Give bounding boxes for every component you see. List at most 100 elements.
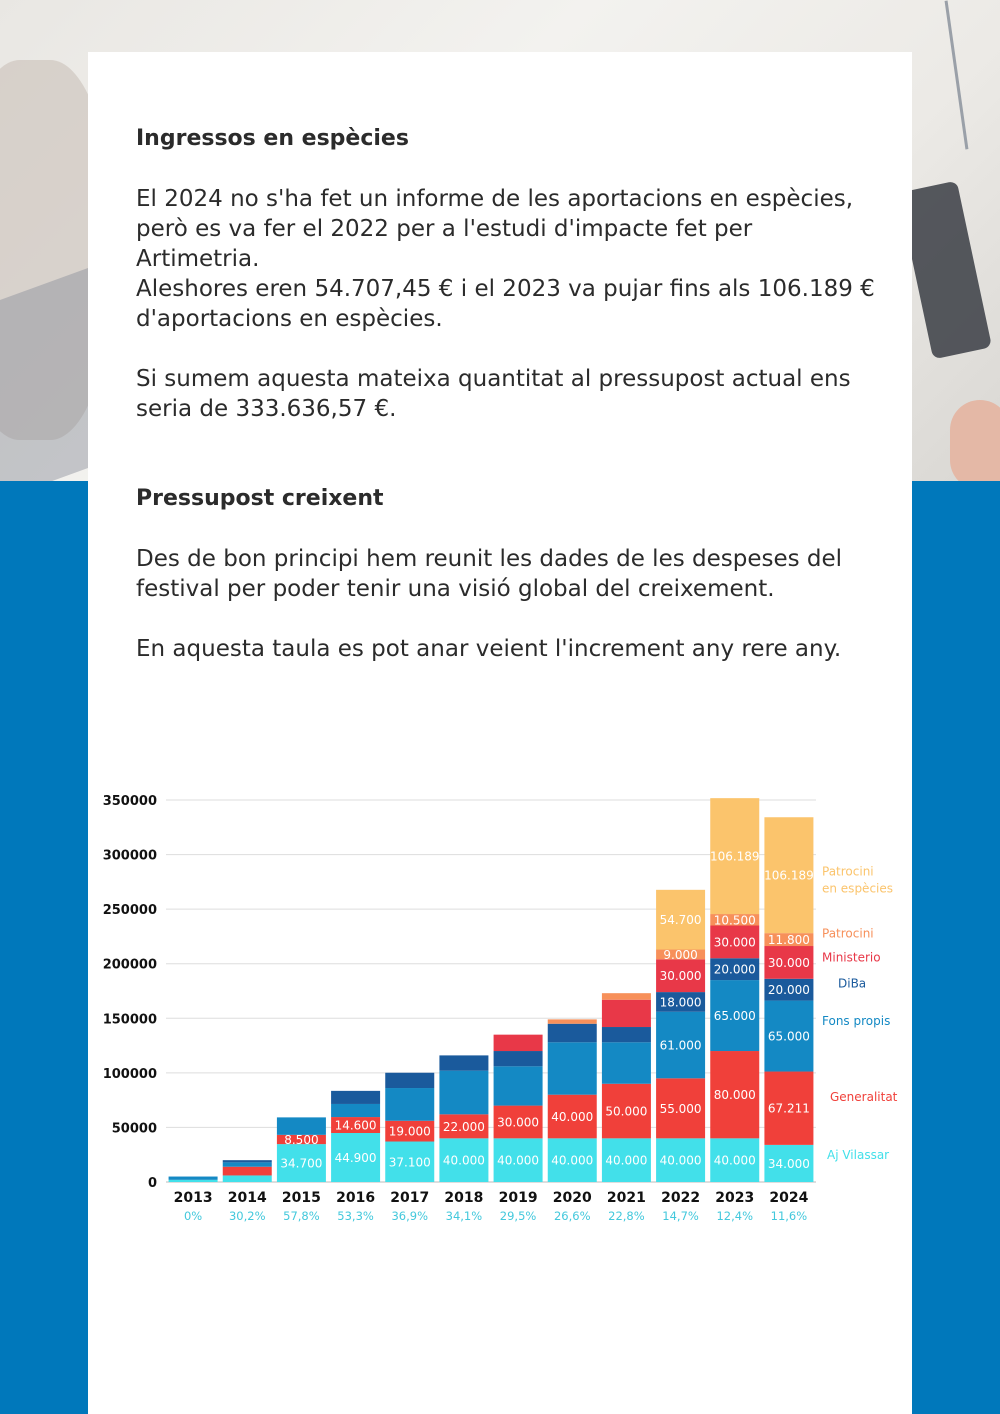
bar-segment [331, 1132, 381, 1182]
x-tick-label: 2017 [390, 1190, 429, 1206]
bar-value-label: 40.000 [443, 1154, 485, 1168]
bar-segment [710, 798, 760, 915]
growth-label: 53,3% [337, 1209, 374, 1223]
bar-value-label: 14.600 [335, 1119, 377, 1133]
bar-segment [601, 999, 651, 1028]
legend-entry: Fons propis [822, 1014, 890, 1028]
paragraph-sumem: Si sumem aquesta mateixa quantitat al pr… [136, 366, 851, 422]
x-tick-label: 2018 [444, 1190, 483, 1206]
bar-segment [547, 1042, 597, 1095]
bar-value-label: 54.700 [660, 913, 702, 927]
growth-label: 34,1% [446, 1209, 483, 1223]
y-tick-label: 250000 [103, 903, 157, 918]
bar-value-label: 34.700 [280, 1157, 322, 1171]
growth-label: 11,6% [771, 1209, 808, 1223]
bar-segment [547, 1138, 597, 1182]
bar-segment [276, 1144, 326, 1182]
bar-segment [656, 889, 706, 950]
growth-label: 26,6% [554, 1209, 591, 1223]
bar-segment [385, 1141, 435, 1182]
paragraph-taula: En aquesta taula es pot anar veient l'in… [136, 636, 842, 662]
bar-segment [222, 1175, 272, 1182]
bar-value-label: 22.000 [443, 1120, 485, 1134]
bar-segment [764, 1144, 814, 1182]
growth-label: 30,2% [229, 1209, 266, 1223]
bar-segment [547, 1019, 597, 1024]
growth-label: 57,8% [283, 1209, 320, 1223]
bar-value-label: 40.000 [497, 1154, 539, 1168]
bar-segment [601, 1042, 651, 1084]
bar-segment [601, 1027, 651, 1043]
bar-segment [439, 1055, 489, 1071]
bar-segment [331, 1103, 381, 1118]
bar-segment [276, 1134, 326, 1145]
bar-segment [493, 1034, 543, 1052]
chart-gridlines [166, 799, 816, 1183]
x-tick-label: 2013 [174, 1190, 213, 1206]
bar-value-label: 40.000 [714, 1154, 756, 1168]
x-tick-label: 2016 [336, 1190, 375, 1206]
bar-segment [601, 1138, 651, 1182]
x-tick-label: 2015 [282, 1190, 321, 1206]
bar-segment [493, 1051, 543, 1067]
bar-segment [276, 1117, 326, 1135]
bar-value-label: 61.000 [660, 1039, 702, 1053]
legend-entry: DiBa [838, 977, 866, 991]
x-tick-label: 2020 [553, 1190, 592, 1206]
y-tick-label: 200000 [103, 958, 157, 973]
x-tick-label: 2024 [769, 1190, 808, 1206]
bar-segment [601, 993, 651, 1000]
bar-segment [601, 1083, 651, 1139]
bar-segment [222, 1162, 272, 1167]
bar-value-label: 80.000 [714, 1088, 756, 1102]
chart-x-axis: 2013 2014 2015 2016 2017 2018 2019 2020 2021 2022… [174, 1190, 809, 1206]
bar-segment [656, 959, 706, 993]
bar-segment [764, 817, 814, 934]
y-tick-label: 350000 [103, 794, 157, 809]
paragraph-informe: El 2024 no s'ha fet un informe de les ap… [136, 186, 854, 272]
bar-value-label: 65.000 [768, 1030, 810, 1044]
section-title-ingressos: Ingressos en espècies [136, 126, 409, 151]
bar-segment [168, 1179, 218, 1182]
growth-label: 22,8% [608, 1209, 645, 1223]
bar-value-label: 11.800 [768, 933, 810, 947]
growth-label: 36,9% [391, 1209, 428, 1223]
bar-segment [385, 1072, 435, 1089]
bar-segment [656, 949, 706, 960]
x-tick-label: 2014 [228, 1190, 267, 1206]
chart-legend: Patrocini en espècies Patrocini Ministerio D… [822, 864, 898, 1162]
bar-value-label: 55.000 [660, 1102, 702, 1116]
bar-value-label: 67.211 [768, 1102, 810, 1116]
bar-segment [222, 1166, 272, 1176]
x-tick-label: 2022 [661, 1190, 700, 1206]
chart-growth-row: 0% 30,2% 57,8% 53,3% 36,9% 34,1% 29,5% 26,6% 22,… [184, 1209, 807, 1223]
x-tick-label: 2021 [607, 1190, 646, 1206]
y-tick-label: 0 [148, 1176, 157, 1191]
bar-segment [764, 978, 814, 1001]
bar-segment [439, 1138, 489, 1182]
bar-value-label: 19.000 [389, 1125, 431, 1139]
bar-segment [656, 1078, 706, 1139]
bar-segment [331, 1090, 381, 1104]
x-tick-label: 2019 [499, 1190, 538, 1206]
paragraph-aleshores: Aleshores eren 54.707,45 € i el 2023 va … [136, 276, 875, 332]
growth-label: 29,5% [500, 1209, 537, 1223]
bar-value-label: 44.900 [335, 1151, 377, 1165]
y-tick-label: 150000 [103, 1012, 157, 1027]
bar-segment [222, 1160, 272, 1163]
bar-segment [656, 1138, 706, 1182]
bar-value-label: 40.000 [551, 1110, 593, 1124]
bar-value-label: 20.000 [714, 963, 756, 977]
bar-value-label: 18.000 [660, 995, 702, 1009]
photo-hand-shape [950, 400, 1000, 481]
bar-value-label: 30.000 [497, 1115, 539, 1129]
bar-value-label: 40.000 [551, 1154, 593, 1168]
bar-segment [439, 1114, 489, 1139]
bar-segment [439, 1070, 489, 1115]
chart-bars [168, 798, 814, 1182]
bar-segment [493, 1066, 543, 1106]
bar-segment [710, 1051, 760, 1139]
legend-entry: Aj Vilassar [827, 1148, 889, 1162]
bar-segment [493, 1105, 543, 1139]
bar-segment [764, 1000, 814, 1072]
